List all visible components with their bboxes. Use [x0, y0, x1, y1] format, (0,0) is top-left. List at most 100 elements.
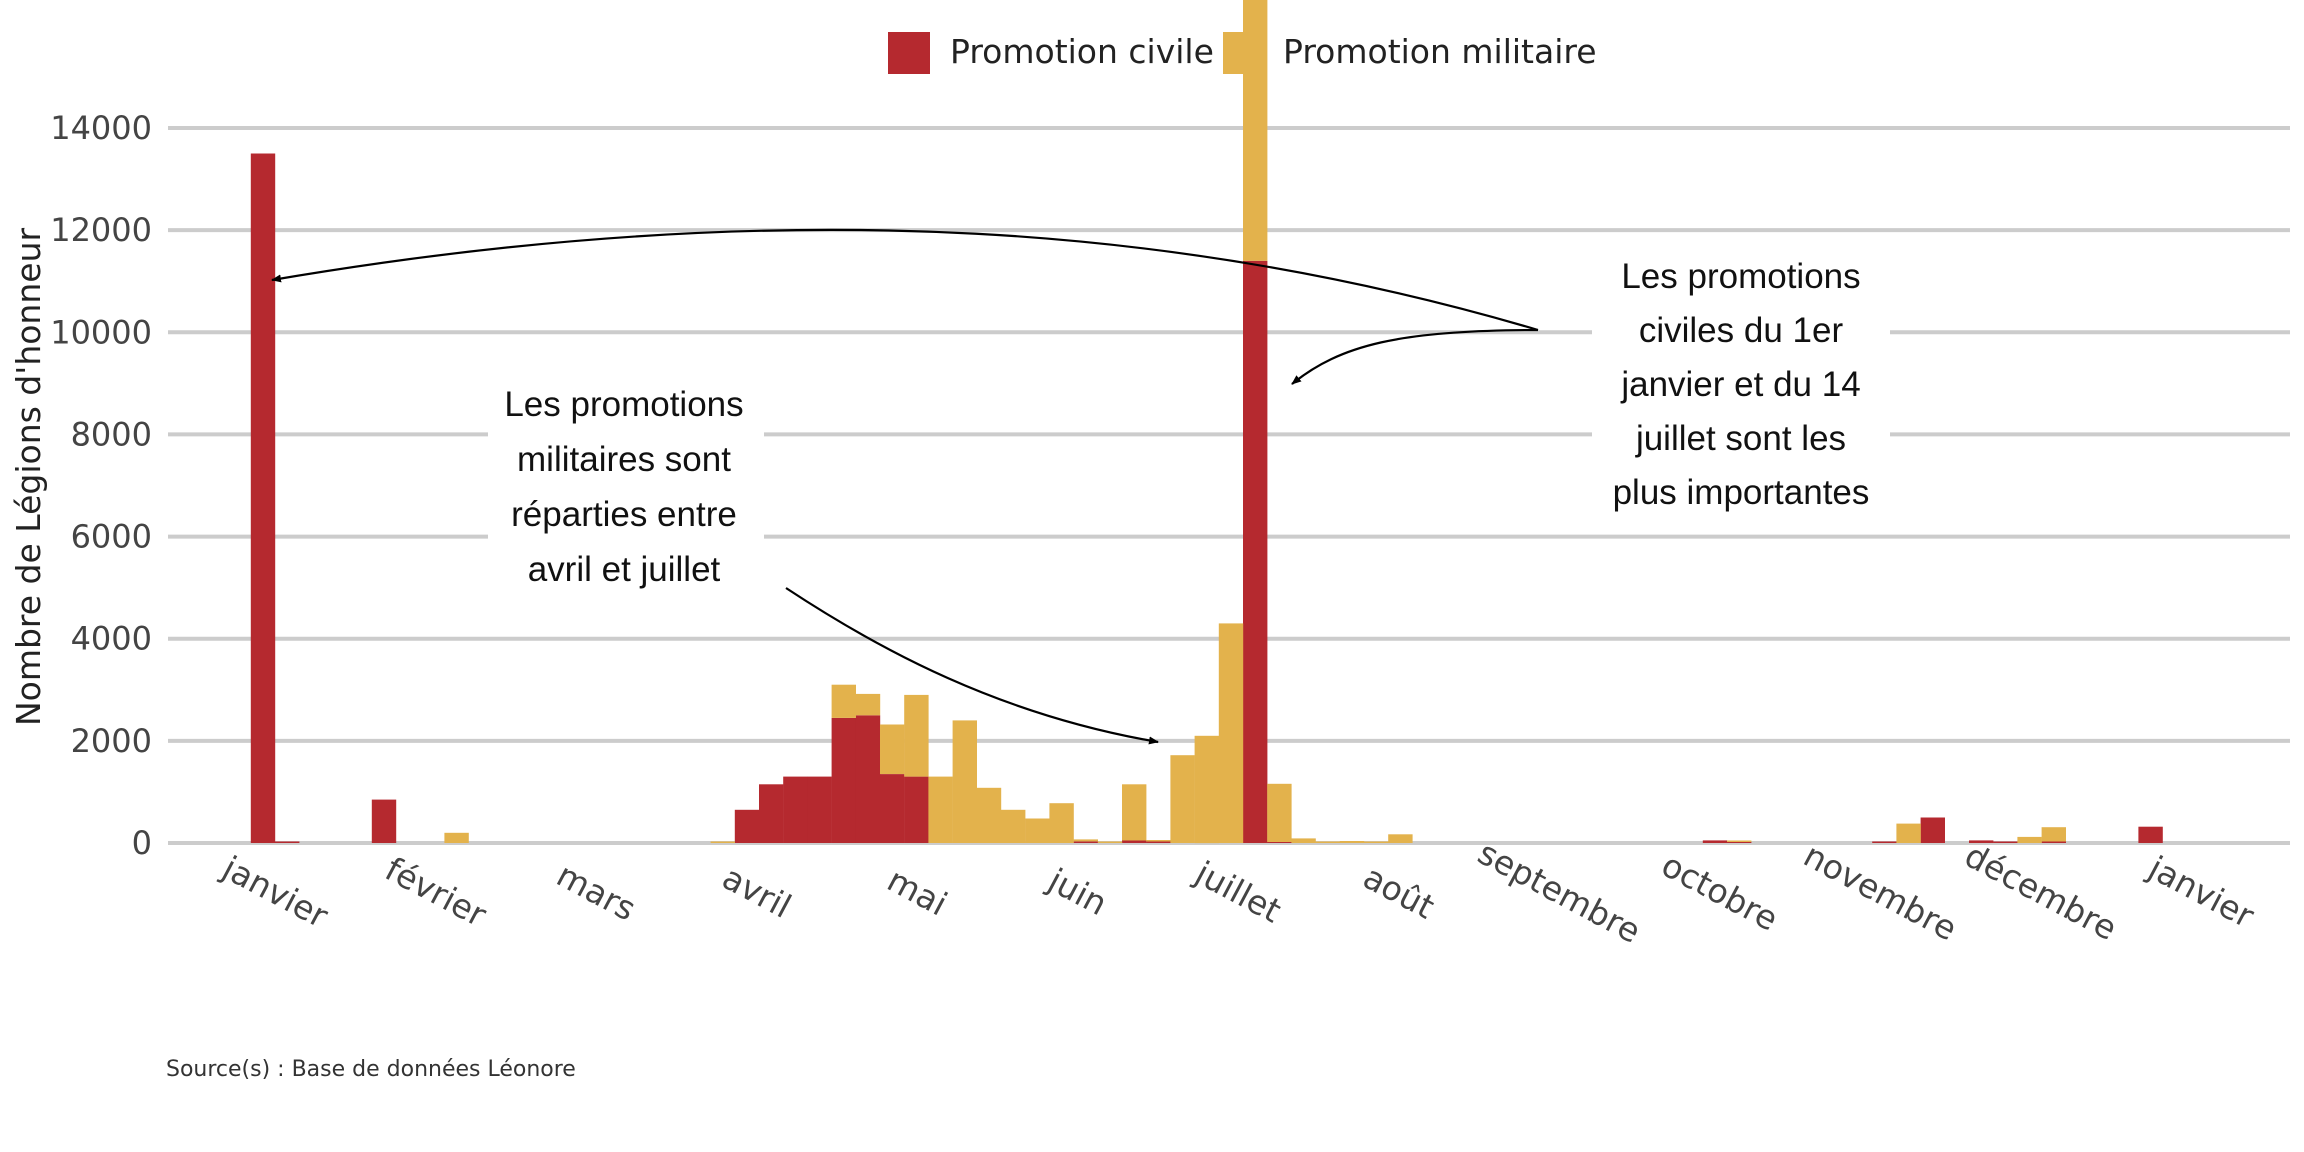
bar-militaire: [1025, 818, 1050, 843]
legend-label-militaire: Promotion militaire: [1283, 32, 1597, 71]
y-tick-label: 4000: [71, 620, 152, 658]
bar-militaire: [976, 787, 1002, 843]
y-tick-label: 14000: [50, 109, 152, 147]
y-tick-label: 2000: [71, 722, 152, 760]
bar-civile: [880, 774, 905, 843]
bar-civile: [1146, 841, 1171, 843]
bar-militaire: [1001, 809, 1026, 843]
bar-civile: [1073, 841, 1098, 843]
bar-militaire: [1896, 823, 1921, 843]
x-tick-labels: janvier février mars avril mai juin juillet aoû…: [216, 833, 2261, 951]
x-tick-label: janvier: [2142, 848, 2261, 936]
x-tick-label: septembre: [1472, 833, 1647, 951]
bar-civile: [275, 841, 300, 843]
bar-militaire: [1388, 834, 1413, 843]
y-tick-label: 12000: [50, 211, 152, 249]
bar-civile: [807, 776, 832, 843]
bar-civile: [1267, 841, 1292, 843]
annotation-civile-line-4: juillet sont les: [1635, 419, 1846, 458]
x-tick-label: juin: [1041, 860, 1113, 923]
x-tick-label: février: [379, 849, 493, 934]
bar-militaire: [1170, 755, 1195, 843]
bar-militaire: [444, 832, 469, 843]
bar-militaire: [1146, 840, 1171, 842]
bar-militaire: [1339, 841, 1365, 843]
bar-civile: [759, 784, 784, 843]
bar-civile: [734, 809, 760, 843]
annotation-civile-line-5: plus importantes: [1613, 473, 1870, 512]
y-tick-label: 0: [132, 824, 152, 862]
bar-militaire: [1049, 803, 1074, 843]
x-tick-label: mars: [551, 855, 643, 928]
x-tick-label: octobre: [1655, 845, 1784, 938]
bar-civile: [855, 715, 881, 843]
arrow-to-military: [785, 587, 1159, 745]
bar-militaire: [1315, 841, 1340, 843]
x-tick-label: avril: [716, 858, 798, 926]
legend: Promotion civile Promotion militaire: [888, 32, 1597, 74]
annotation-civile-line-1: Les promotions: [1621, 257, 1860, 296]
annotation-civile-background: [1592, 245, 1890, 530]
bar-militaire: [2017, 836, 2042, 843]
annotation-civile-line-2: civiles du 1er: [1639, 311, 1844, 350]
bar-militaire: [1218, 623, 1244, 843]
bar-militaire: [880, 724, 905, 774]
bar-civile: [904, 776, 929, 843]
y-tick-label: 10000: [50, 313, 152, 351]
bar-civile: [783, 776, 808, 843]
annotation-militaire: Les promotions militaires sont réparties…: [488, 372, 764, 602]
bar-militaire: [2041, 827, 2066, 842]
bar-militaire: [1267, 783, 1292, 842]
y-axis-title: Nombre de Légions d'honneur: [9, 228, 48, 727]
bar-militaire: [1364, 841, 1389, 843]
caption: Source(s) : Base de données Léonore: [166, 1057, 576, 1082]
bar-militaire: [952, 720, 977, 843]
annotation-civile: Les promotions civiles du 1er janvier et…: [1592, 245, 1890, 530]
bar-militaire: [831, 684, 856, 718]
bar-militaire: [928, 776, 953, 843]
bars: [250, 0, 2163, 844]
bar-civile: [2138, 826, 2163, 843]
annotation-arrows: [271, 228, 1539, 745]
bar-militaire: [1243, 0, 1268, 261]
legend-label-civile: Promotion civile: [950, 32, 1214, 71]
bar-civile: [831, 717, 856, 843]
bar-civile: [1969, 840, 1994, 843]
y-tick-label: 8000: [71, 415, 152, 453]
caption-line-1: Source(s) : Base de données Léonore: [166, 1057, 576, 1082]
bar-civile: [1702, 840, 1728, 843]
annotation-militaire-line-3: réparties entre: [511, 495, 737, 534]
bar-militaire: [1194, 735, 1219, 844]
legend-swatch-civile: [888, 32, 930, 74]
bar-civile: [2041, 841, 2066, 843]
bar-civile: [250, 153, 276, 843]
bar-civile: [1122, 840, 1147, 843]
annotation-militaire-background: [488, 372, 764, 602]
arrow-to-july: [1291, 328, 1539, 385]
bar-militaire: [1122, 784, 1147, 841]
y-tick-label: 6000: [71, 518, 152, 556]
annotation-militaire-line-1: Les promotions: [504, 385, 743, 424]
bar-militaire: [1291, 838, 1316, 843]
y-tick-labels: 0 2000 4000 6000 8000 10000 12000 14000: [50, 109, 152, 862]
x-tick-label: juillet: [1188, 853, 1287, 931]
annotation-militaire-line-4: avril et juillet: [528, 550, 721, 589]
x-tick-label: janvier: [216, 848, 335, 936]
x-tick-label: novembre: [1797, 835, 1963, 948]
bar-civile: [1993, 841, 2018, 843]
bar-militaire: [1097, 841, 1123, 843]
bar-civile: [1727, 841, 1752, 843]
bar-militaire: [710, 841, 735, 843]
annotation-militaire-line-2: militaires sont: [517, 440, 731, 479]
x-tick-label: mai: [881, 860, 954, 923]
x-tick-label: décembre: [1958, 836, 2123, 948]
bar-militaire: [1727, 840, 1752, 842]
bar-militaire: [904, 694, 929, 777]
bar-militaire: [1073, 839, 1098, 842]
bar-civile: [1243, 260, 1268, 843]
annotation-civile-line-3: janvier et du 14: [1620, 365, 1860, 404]
arrow-to-january: [271, 228, 1539, 332]
bar-civile: [1872, 841, 1897, 843]
bar-civile: [1920, 817, 1945, 843]
